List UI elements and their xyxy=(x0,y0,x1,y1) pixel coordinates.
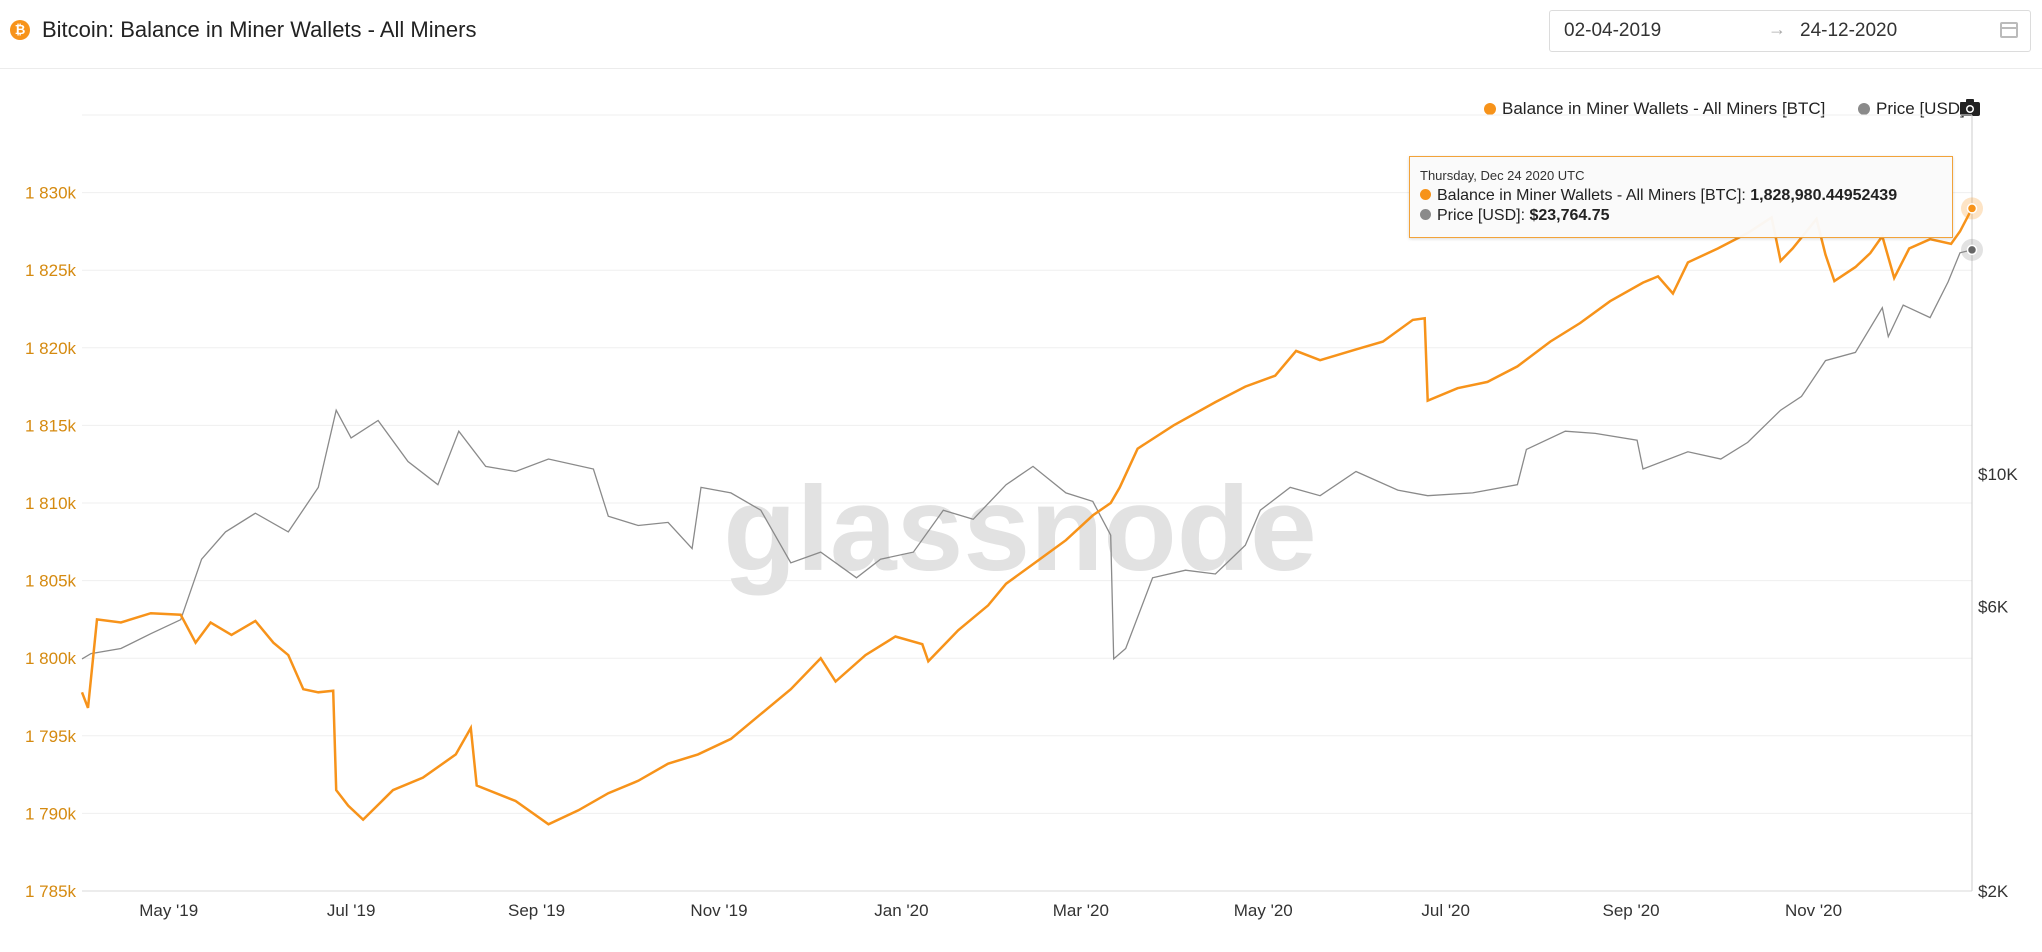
x-tick-label: Sep '20 xyxy=(1603,901,1660,920)
tooltip-balance-value: 1,828,980.44952439 xyxy=(1750,187,1898,204)
legend-dot-icon xyxy=(1858,103,1870,115)
grid-lines xyxy=(82,114,1972,892)
price-hover-point xyxy=(1966,244,1978,256)
legend-item-balance[interactable]: Balance in Miner Wallets - All Miners [B… xyxy=(1484,99,1825,119)
y-tick-label: 1 810k xyxy=(25,494,77,513)
x-tick-label: May '20 xyxy=(1234,901,1293,920)
y-tick-label: 1 830k xyxy=(25,184,77,203)
y2-tick-label: $6K xyxy=(1978,597,2009,616)
y-tick-label: 1 800k xyxy=(25,649,77,668)
tooltip-balance-label: Balance in Miner Wallets - All Miners [B… xyxy=(1437,187,1746,204)
legend-label: Price [USD] xyxy=(1876,99,1965,118)
y-tick-label: 1 825k xyxy=(25,261,77,280)
date-range-picker[interactable]: → xyxy=(1549,10,2031,52)
x-axis: May '19 Jul '19 Sep '19 Nov '19 Jan '20 Mar '… xyxy=(139,901,1842,920)
x-tick-label: Jul '19 xyxy=(327,901,376,920)
tooltip-price-label: Price [USD]: xyxy=(1437,207,1526,224)
calendar-icon[interactable] xyxy=(2000,22,2018,38)
y-tick-label: 1 785k xyxy=(25,882,77,901)
tooltip-price-value: $23,764.75 xyxy=(1529,207,1610,224)
tooltip-price-row: Price [USD]: $23,764.75 xyxy=(1420,207,1610,225)
chart-header: ₿ Bitcoin: Balance in Miner Wallets - Al… xyxy=(0,0,2042,69)
y2-tick-label: $10K xyxy=(1978,465,2018,484)
y-tick-label: 1 805k xyxy=(25,572,77,591)
legend-item-price[interactable]: Price [USD] xyxy=(1858,99,1965,119)
y2-tick-label: $2K xyxy=(1978,882,2009,901)
x-tick-label: Jan '20 xyxy=(874,901,928,920)
y-axis-right: $2K $6K $10K xyxy=(1978,465,2018,901)
date-start-input[interactable] xyxy=(1564,20,1734,42)
x-tick-label: Nov '19 xyxy=(690,901,747,920)
tooltip-dot-icon xyxy=(1420,189,1431,200)
legend-label: Balance in Miner Wallets - All Miners [B… xyxy=(1502,99,1826,118)
bitcoin-icon: ₿ xyxy=(10,20,30,40)
tooltip-date: Thursday, Dec 24 2020 UTC xyxy=(1420,168,1585,183)
balance-hover-point xyxy=(1966,203,1978,214)
watermark: glassnode xyxy=(723,462,1317,596)
y-tick-label: 1 790k xyxy=(25,804,77,823)
tooltip-balance-row: Balance in Miner Wallets - All Miners [B… xyxy=(1420,187,1897,205)
price-series-line xyxy=(81,249,1973,661)
chart-tooltip: Thursday, Dec 24 2020 UTC Balance in Min… xyxy=(1409,156,1953,238)
legend-dot-icon xyxy=(1484,103,1496,115)
tooltip-dot-icon xyxy=(1420,209,1431,220)
x-tick-label: Mar '20 xyxy=(1053,901,1109,920)
x-tick-label: Nov '20 xyxy=(1785,901,1842,920)
date-end-input[interactable] xyxy=(1800,20,1970,42)
y-tick-label: 1 820k xyxy=(25,339,77,358)
x-tick-label: Jul '20 xyxy=(1421,901,1470,920)
x-tick-label: Sep '19 xyxy=(508,901,565,920)
y-tick-label: 1 815k xyxy=(25,416,77,435)
page-title: Bitcoin: Balance in Miner Wallets - All … xyxy=(42,17,477,42)
camera-icon[interactable] xyxy=(1960,98,1980,116)
x-tick-label: May '19 xyxy=(139,901,198,920)
y-axis-left: 1 785k 1 790k 1 795k 1 800k 1 805k 1 810k 1 81… xyxy=(25,184,77,901)
y-tick-label: 1 795k xyxy=(25,727,77,746)
arrow-right-icon: → xyxy=(1768,19,1786,39)
